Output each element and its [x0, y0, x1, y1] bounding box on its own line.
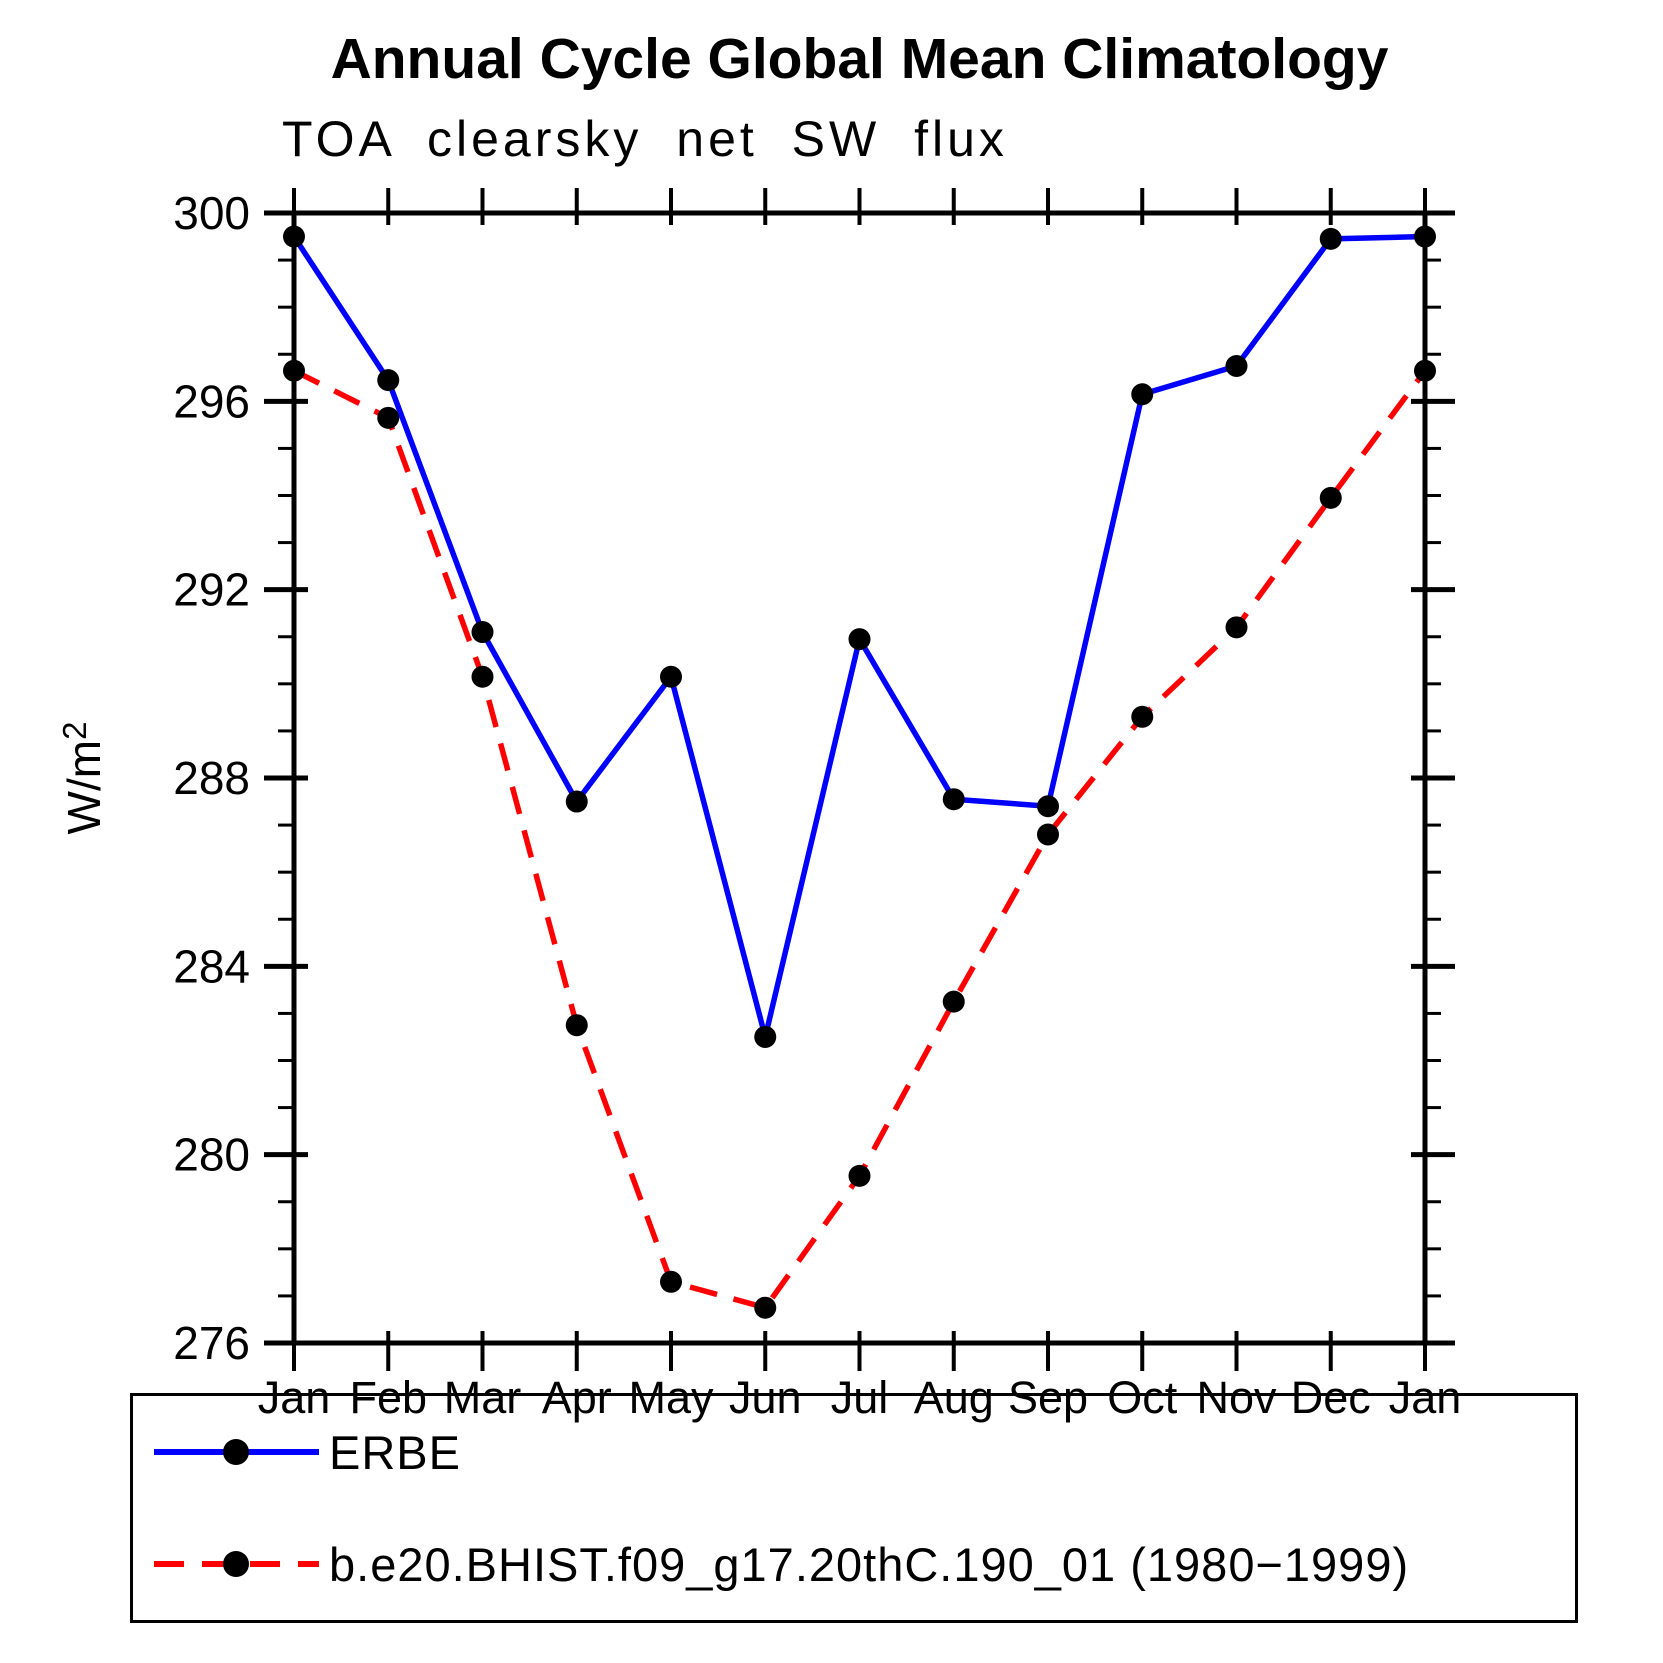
y-tick-label: 300 [173, 187, 250, 239]
data-point-1-Feb [377, 406, 400, 429]
x-tick-label: Feb [349, 1372, 427, 1423]
x-tick-label: May [628, 1372, 714, 1423]
x-tick-label: Jun [729, 1372, 802, 1423]
data-point-1-Oct [1131, 705, 1154, 728]
data-point-0-Apr [565, 790, 588, 813]
legend-label-model: b.e20.BHIST.f09_g17.20thC.190_01 (1980−1… [329, 1537, 1410, 1591]
y-tick-label: 292 [173, 564, 250, 616]
legend-dashed-line-icon [154, 1551, 319, 1577]
data-point-0-Oct [1131, 383, 1154, 406]
y-tick-label: 276 [173, 1317, 250, 1369]
data-point-0-Mar [471, 621, 494, 644]
chart-title: Annual Cycle Global Mean Climatology [330, 27, 1389, 91]
data-point-1-Nov [1225, 616, 1248, 639]
y-tick-label: 280 [173, 1129, 250, 1181]
data-point-1-Aug [942, 990, 965, 1013]
y-tick-label: 288 [173, 752, 250, 804]
data-point-0-Jun [754, 1025, 777, 1048]
x-tick-label: Oct [1107, 1372, 1178, 1423]
data-point-1-Sep [1037, 823, 1059, 846]
data-point-0-May [660, 665, 682, 688]
x-tick-label: Dec [1291, 1372, 1371, 1423]
data-point-1-Jun [754, 1296, 777, 1319]
x-tick-label: Jan [258, 1372, 331, 1423]
data-point-1-Jul [848, 1164, 871, 1187]
plot-frame [291, 210, 1428, 1346]
data-point-0-Nov [1225, 355, 1248, 378]
data-point-0-Sep [1037, 795, 1059, 818]
data-point-0-Jan [1414, 225, 1436, 248]
data-point-0-Dec [1319, 227, 1342, 250]
data-point-1-Jan [283, 359, 305, 382]
data-point-0-Jul [848, 628, 871, 651]
y-axis-label: W/m2 [56, 722, 110, 835]
legend-item-model: b.e20.BHIST.f09_g17.20thC.190_01 (1980−1… [151, 1536, 1575, 1592]
x-tick-label: Jul [831, 1372, 889, 1423]
legend-item-erbe: ERBE [151, 1424, 1575, 1480]
x-tick-label: Mar [444, 1372, 522, 1423]
data-point-1-May [660, 1270, 682, 1293]
x-tick-label: Nov [1196, 1372, 1277, 1423]
data-point-1-Apr [565, 1014, 588, 1037]
y-tick-label: 296 [173, 375, 250, 427]
x-tick-label: Sep [1008, 1372, 1088, 1423]
legend-label-erbe: ERBE [329, 1425, 461, 1479]
data-point-1-Mar [471, 665, 494, 688]
y-tick-label: 284 [173, 940, 250, 992]
legend: ERBE b.e20.BHIST.f09_g17.20thC.190_01 (1… [130, 1393, 1578, 1623]
chart-subtitle: TOA clearsky net SW flux [282, 111, 1008, 167]
data-point-1-Jan [1414, 359, 1436, 382]
x-tick-label: Apr [542, 1372, 612, 1423]
x-tick-label: Aug [914, 1372, 994, 1423]
data-point-0-Jan [283, 225, 305, 248]
data-point-0-Aug [942, 788, 965, 811]
data-point-0-Feb [377, 369, 400, 392]
legend-solid-line-icon [154, 1439, 319, 1465]
x-tick-label: Jan [1389, 1372, 1462, 1423]
data-point-1-Dec [1319, 486, 1342, 509]
